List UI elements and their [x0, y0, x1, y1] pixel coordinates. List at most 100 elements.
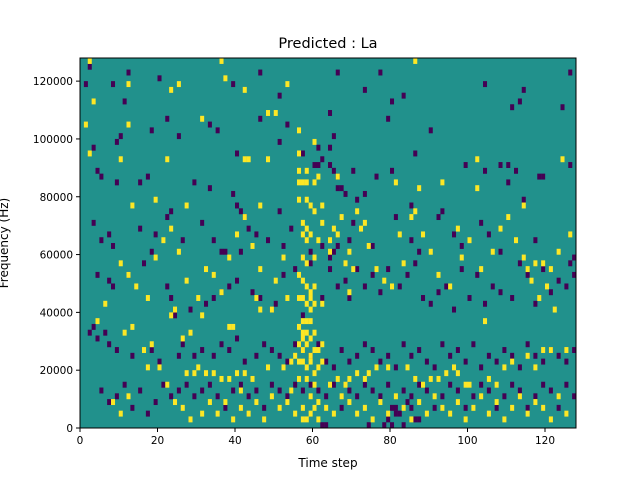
heatmap-cell-low-63	[344, 191, 348, 197]
heatmap-cell-high-196	[375, 266, 379, 272]
heatmap-cell-high-73	[305, 283, 309, 289]
heatmap-cell-high-14	[274, 110, 278, 116]
heatmap-cell-low-43	[568, 162, 572, 168]
heatmap-cell-high-182	[212, 272, 216, 278]
heatmap-cell-high-231	[239, 405, 243, 411]
heatmap-cell-low-79	[107, 231, 111, 237]
heatmap-cell-low-304	[398, 411, 402, 417]
heatmap-cell-high-142	[313, 382, 317, 388]
heatmap-cell-low-143	[336, 283, 340, 289]
heatmap-cell-high-59	[398, 231, 402, 237]
heatmap-cell-low-124	[169, 295, 173, 301]
heatmap-cell-high-111	[305, 364, 309, 370]
heatmap-cell-low-106	[409, 237, 413, 243]
heatmap-cell-low-92	[247, 226, 251, 232]
heatmap-cell-high-42	[305, 197, 309, 203]
heatmap-cell-high-226	[200, 411, 204, 417]
heatmap-cell-low-171	[557, 278, 561, 284]
heatmap-cell-low-298	[367, 422, 371, 428]
heatmap-cell-low-85	[169, 208, 173, 214]
heatmap-cell-low-247	[200, 388, 204, 394]
heatmap-cell-low-286	[502, 393, 506, 399]
heatmap-cell-low-167	[526, 272, 530, 278]
heatmap-cell-low-282	[471, 393, 475, 399]
heatmap-cell-low-98	[320, 243, 324, 249]
heatmap-cell-high-16	[297, 151, 301, 157]
heatmap-cell-high-237	[285, 399, 289, 405]
heatmap-cell-low-20	[216, 127, 220, 133]
heatmap-cell-low-174	[88, 330, 92, 336]
heatmap-cell-high-43	[309, 203, 313, 209]
heatmap-cell-high-184	[227, 255, 231, 261]
y-tick-label-4: 80000	[40, 192, 73, 204]
heatmap-cell-low-245	[185, 382, 189, 388]
heatmap-cell-high-2	[127, 81, 131, 87]
heatmap-cell-low-116	[568, 260, 572, 266]
heatmap-cell-high-267	[518, 393, 522, 399]
heatmap-cell-low-77	[92, 220, 96, 226]
heatmap-cell-high-281	[313, 405, 317, 411]
heatmap-cell-high-189	[274, 278, 278, 284]
heatmap-cell-low-48	[146, 174, 150, 180]
heatmap-cell-high-240	[309, 393, 313, 399]
heatmap-cell-low-249	[216, 393, 220, 399]
heatmap-cell-high-125	[146, 364, 150, 370]
heatmap-cell-high-112	[309, 359, 313, 365]
chart-title: Predicted : La	[278, 36, 377, 52]
heatmap-cell-low-202	[332, 364, 336, 370]
heatmap-cell-low-179	[115, 347, 119, 353]
heatmap-cell-high-93	[301, 318, 305, 324]
heatmap-cell-high-51	[305, 237, 309, 243]
heatmap-cell-low-62	[340, 185, 344, 191]
heatmap-cell-high-236	[278, 405, 282, 411]
heatmap-cell-high-81	[313, 301, 317, 307]
heatmap-cell-low-59	[332, 168, 336, 174]
heatmap-cell-high-252	[402, 405, 406, 411]
heatmap-cell-low-100	[332, 249, 336, 255]
heatmap-cell-high-144	[336, 376, 340, 382]
heatmap-cell-low-242	[161, 382, 165, 388]
heatmap-cell-high-210	[506, 214, 510, 220]
heatmap-cell-low-299	[382, 422, 386, 428]
heatmap-cell-low-257	[278, 388, 282, 394]
heatmap-cell-low-189	[227, 347, 231, 353]
heatmap-cell-high-209	[499, 226, 503, 232]
heatmap-cell-low-302	[390, 405, 394, 411]
heatmap-cell-low-214	[425, 359, 429, 365]
heatmap-cell-low-234	[99, 388, 103, 394]
heatmap-cell-low-164	[499, 289, 503, 295]
heatmap-cell-low-15	[568, 70, 572, 76]
heatmap-cell-low-182	[158, 359, 162, 365]
heatmap-cell-high-74	[309, 289, 313, 295]
x-tick-label-2: 40	[228, 435, 241, 447]
heatmap-cell-low-55	[278, 208, 282, 214]
heatmap-cell-low-273	[402, 388, 406, 394]
heatmap-cell-low-213	[417, 347, 421, 353]
heatmap-cell-high-212	[522, 255, 526, 261]
heatmap-cell-low-195	[278, 353, 282, 359]
heatmap-cell-high-124	[231, 324, 235, 330]
heatmap-cell-low-289	[526, 405, 530, 411]
heatmap-cell-high-163	[495, 382, 499, 388]
heatmap-cell-low-140	[309, 260, 313, 266]
heatmap-cell-low-200	[316, 341, 320, 347]
heatmap-cell-high-235	[270, 393, 274, 399]
heatmap-cell-high-94	[305, 318, 309, 324]
heatmap-cell-high-157	[444, 370, 448, 376]
heatmap-cell-high-69	[541, 260, 545, 266]
heatmap-cell-high-20	[165, 156, 169, 162]
heatmap-cell-high-154	[421, 382, 425, 388]
heatmap-cell-low-141	[320, 295, 324, 301]
heatmap-cell-high-133	[235, 370, 239, 376]
heatmap-cell-high-47	[522, 203, 526, 209]
heatmap-cell-low-170	[549, 289, 553, 295]
heatmap-cell-high-44	[313, 208, 317, 214]
heatmap-cell-low-220	[471, 341, 475, 347]
heatmap-cell-low-248	[208, 382, 212, 388]
heatmap-cell-low-280	[456, 388, 460, 394]
heatmap-cell-high-272	[557, 393, 561, 399]
heatmap-cell-low-191	[243, 359, 247, 365]
heatmap-cell-high-263	[487, 411, 491, 417]
heatmap-cell-low-137	[293, 266, 297, 272]
heatmap-cell-low-284	[487, 388, 491, 394]
